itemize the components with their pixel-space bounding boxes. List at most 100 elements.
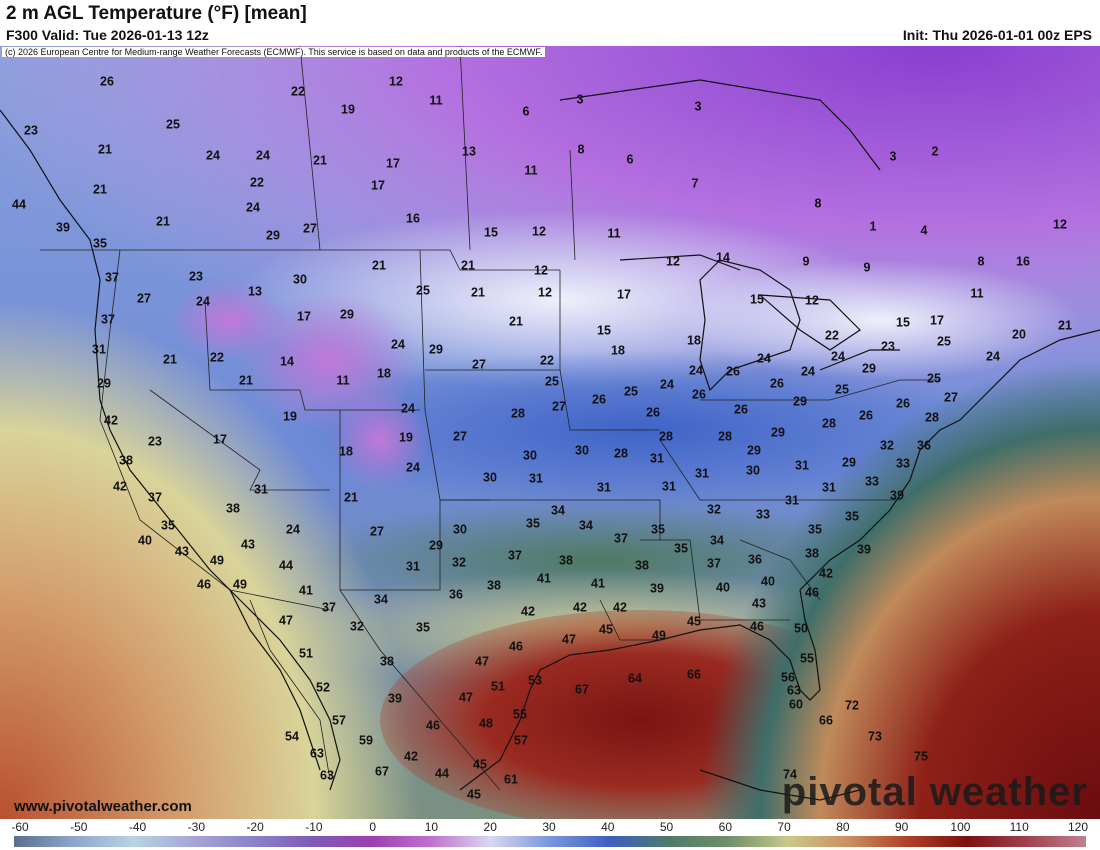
temperature-value: 15	[750, 292, 764, 306]
temperature-value: 38	[380, 654, 394, 668]
temperature-value: 17	[617, 287, 631, 301]
copyright-notice: (c) 2026 European Centre for Medium-rang…	[2, 47, 546, 57]
temperature-value: 35	[526, 516, 540, 530]
temperature-value: 26	[692, 387, 706, 401]
temperature-value: 29	[862, 361, 876, 375]
temperature-value: 59	[359, 733, 373, 747]
temperature-value: 17	[930, 313, 944, 327]
colorbar-tick-label: 90	[894, 820, 909, 834]
temperature-value: 34	[551, 503, 565, 517]
temperature-value: 74	[783, 767, 797, 781]
temperature-value: 41	[537, 571, 551, 585]
temperature-value: 26	[770, 376, 784, 390]
temperature-value: 29	[793, 394, 807, 408]
temperature-value: 21	[98, 142, 112, 156]
temperature-value: 35	[845, 509, 859, 523]
temperature-value: 8	[578, 142, 585, 156]
temperature-value: 60	[789, 697, 803, 711]
temperature-value: 46	[509, 639, 523, 653]
temperature-value: 19	[399, 430, 413, 444]
temperature-value: 25	[624, 384, 638, 398]
temperature-value: 44	[435, 766, 449, 780]
temperature-value: 50	[794, 621, 808, 635]
temperature-value: 12	[389, 74, 403, 88]
temperature-value: 15	[597, 323, 611, 337]
temperature-value: 20	[1012, 327, 1026, 341]
temperature-value: 66	[687, 667, 701, 681]
temperature-value: 43	[752, 596, 766, 610]
temperature-value: 29	[266, 228, 280, 242]
temperature-value: 42	[113, 479, 127, 493]
temperature-value: 27	[303, 221, 317, 235]
colorbar	[14, 836, 1086, 847]
temperature-value: 4	[921, 223, 928, 237]
temperature-value: 38	[805, 546, 819, 560]
temperature-value: 37	[148, 490, 162, 504]
temperature-map[interactable]: 26 22 12 11 3 3 23 25 19 6 21 24 24 21 17 13 8 6 3 2 21 22 17 1…	[0, 46, 1100, 819]
temperature-value: 31	[92, 342, 106, 356]
map-title: 2 m AGL Temperature (°F) [mean]	[6, 3, 307, 24]
temperature-value: 2	[932, 144, 939, 158]
temperature-value: 24	[831, 349, 845, 363]
temperature-value: 21	[471, 285, 485, 299]
temperature-value: 32	[452, 555, 466, 569]
temperature-value: 61	[504, 772, 518, 786]
temperature-value: 30	[483, 470, 497, 484]
temperature-value: 23	[148, 434, 162, 448]
temperature-value: 28	[718, 429, 732, 443]
temperature-value: 47	[475, 654, 489, 668]
temperature-value: 22	[250, 175, 264, 189]
colorbar-tick-label: 60	[718, 820, 733, 834]
temperature-value: 35	[651, 522, 665, 536]
temperature-value: 31	[795, 458, 809, 472]
temperature-value: 31	[695, 466, 709, 480]
temperature-value: 55	[800, 651, 814, 665]
valid-time: F300 Valid: Tue 2026-01-13 12z	[6, 27, 209, 43]
temperature-value: 34	[579, 518, 593, 532]
temperature-value: 24	[196, 294, 210, 308]
colorbar-tick-label: 0	[369, 820, 376, 834]
temperature-value: 13	[248, 284, 262, 298]
temperature-value: 37	[101, 312, 115, 326]
temperature-value: 63	[310, 746, 324, 760]
temperature-value: 29	[771, 425, 785, 439]
temperature-value: 37	[508, 548, 522, 562]
temperature-value: 40	[761, 574, 775, 588]
temperature-value: 42	[521, 604, 535, 618]
temperature-value: 29	[842, 455, 856, 469]
temperature-value: 27	[552, 399, 566, 413]
temperature-value: 21	[509, 314, 523, 328]
temperature-value: 38	[226, 501, 240, 515]
temperature-value: 47	[562, 632, 576, 646]
temperature-value: 25	[927, 371, 941, 385]
temperature-value: 28	[659, 429, 673, 443]
temperature-value: 37	[322, 600, 336, 614]
colorbar-tick-label: -20	[246, 820, 264, 834]
temperature-value: 23	[189, 269, 203, 283]
temperature-value: 19	[283, 409, 297, 423]
temperature-value: 21	[163, 352, 177, 366]
temperature-value: 22	[210, 350, 224, 364]
temperature-value: 31	[650, 451, 664, 465]
temperature-value: 66	[819, 713, 833, 727]
temperature-value: 26	[859, 408, 873, 422]
temperature-value: 26	[100, 74, 114, 88]
temperature-value: 25	[835, 382, 849, 396]
temperature-value: 43	[175, 544, 189, 558]
temperature-value: 24	[757, 351, 771, 365]
temperature-value: 28	[822, 416, 836, 430]
temperature-value: 24	[391, 337, 405, 351]
temperature-value: 53	[528, 673, 542, 687]
temperature-value: 30	[293, 272, 307, 286]
temperature-value: 39	[388, 691, 402, 705]
temperature-value: 41	[299, 583, 313, 597]
temperature-value: 37	[614, 531, 628, 545]
temperature-value: 34	[710, 533, 724, 547]
temperature-value: 49	[652, 628, 666, 642]
temperature-value: 22	[291, 84, 305, 98]
temperature-value: 63	[787, 683, 801, 697]
temperature-value: 21	[93, 182, 107, 196]
temperature-value: 12	[1053, 217, 1067, 231]
temperature-value: 35	[161, 518, 175, 532]
temperature-value: 26	[646, 405, 660, 419]
